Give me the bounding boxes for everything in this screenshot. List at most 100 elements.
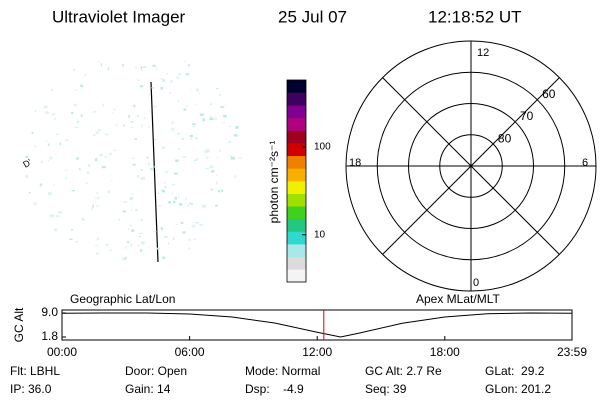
speckle (137, 79, 140, 81)
speckle (109, 250, 113, 252)
speckle (74, 89, 78, 91)
left-panel-label: Geographic Lat/Lon (70, 292, 175, 306)
y-axis-label: GC Alt (12, 307, 26, 342)
speckle (214, 117, 217, 120)
speckle (141, 169, 143, 171)
speckle (113, 149, 116, 152)
colorbar-tick-label: 10 (314, 229, 326, 240)
speckle (71, 190, 75, 192)
speckle (105, 133, 108, 136)
colorbar-segment (287, 269, 306, 283)
speckle (65, 177, 68, 180)
speckle (150, 167, 153, 171)
speckle (135, 209, 138, 211)
speckle (39, 183, 42, 187)
speckle (59, 142, 62, 146)
terminator-line (150, 81, 159, 263)
speckle (184, 60, 186, 63)
speckle (131, 157, 135, 159)
status-field: Flt: LBHL (10, 364, 60, 378)
speckle (138, 235, 141, 238)
speckle (134, 138, 137, 140)
speckle (95, 131, 99, 134)
speckle (156, 67, 158, 70)
speckle (175, 159, 179, 163)
speckle (220, 106, 224, 108)
colorbar-segment (287, 256, 306, 270)
speckle (180, 221, 184, 224)
speckle (156, 247, 160, 250)
lat-label: 60 (542, 87, 556, 101)
speckle (188, 247, 191, 250)
colorbar-segment (287, 193, 306, 207)
speckle (222, 122, 226, 124)
speckle (75, 241, 78, 243)
speckle (56, 133, 59, 135)
speckle (162, 79, 165, 82)
speckle (135, 66, 137, 68)
speckle (206, 156, 209, 159)
speckle (190, 89, 192, 91)
geographic-image: D' (21, 60, 242, 263)
speckle (121, 257, 125, 261)
speckle (168, 242, 170, 245)
speckle (188, 239, 191, 241)
speckle (65, 139, 69, 142)
speckle (97, 196, 100, 200)
speckle (161, 189, 165, 193)
speckle (96, 237, 100, 241)
speckle (238, 157, 242, 160)
speckle (160, 227, 163, 230)
speckle (34, 110, 36, 112)
speckle (123, 124, 125, 127)
speckle (45, 111, 49, 114)
speckle (132, 163, 136, 166)
speckle (173, 200, 176, 204)
speckle (54, 228, 58, 232)
colorbar-segment (287, 80, 306, 93)
speckle (49, 156, 53, 160)
speckle (189, 134, 194, 138)
speckle (219, 94, 221, 96)
speckle (25, 155, 29, 158)
speckle (202, 204, 207, 208)
speckle (178, 73, 182, 76)
speckle (188, 203, 192, 205)
speckle (205, 149, 210, 153)
x-tick-label: 18:00 (430, 345, 460, 359)
speckle (100, 63, 102, 67)
colorbar-segment (287, 143, 306, 157)
colorbar-frame (286, 79, 307, 283)
speckle (109, 153, 112, 155)
speckle (154, 165, 157, 168)
speckle (87, 164, 91, 166)
speckle (171, 122, 173, 125)
speckle (107, 67, 109, 71)
speckle (168, 201, 172, 204)
status-field: IP: 36.0 (10, 382, 52, 396)
speckle (183, 108, 186, 111)
speckle (79, 84, 84, 87)
speckle (230, 156, 233, 158)
speckle (216, 157, 218, 159)
colorbar-segment (287, 206, 306, 220)
speckle (205, 167, 209, 170)
speckle (94, 158, 98, 162)
speckle (234, 175, 237, 178)
speckle (146, 156, 149, 159)
speckle (199, 224, 203, 226)
speckle (215, 174, 218, 177)
mlt-spoke (382, 77, 560, 255)
speckle (193, 238, 197, 240)
speckle (216, 181, 218, 185)
x-tick-label: 12:00 (302, 345, 332, 359)
speckle (143, 117, 146, 120)
speckle (137, 175, 139, 178)
speckle (185, 203, 187, 205)
speckle (160, 78, 164, 80)
speckle (164, 186, 167, 188)
speckle (93, 134, 96, 136)
speckle (228, 140, 232, 143)
speckle (96, 192, 98, 195)
speckle (181, 137, 185, 141)
